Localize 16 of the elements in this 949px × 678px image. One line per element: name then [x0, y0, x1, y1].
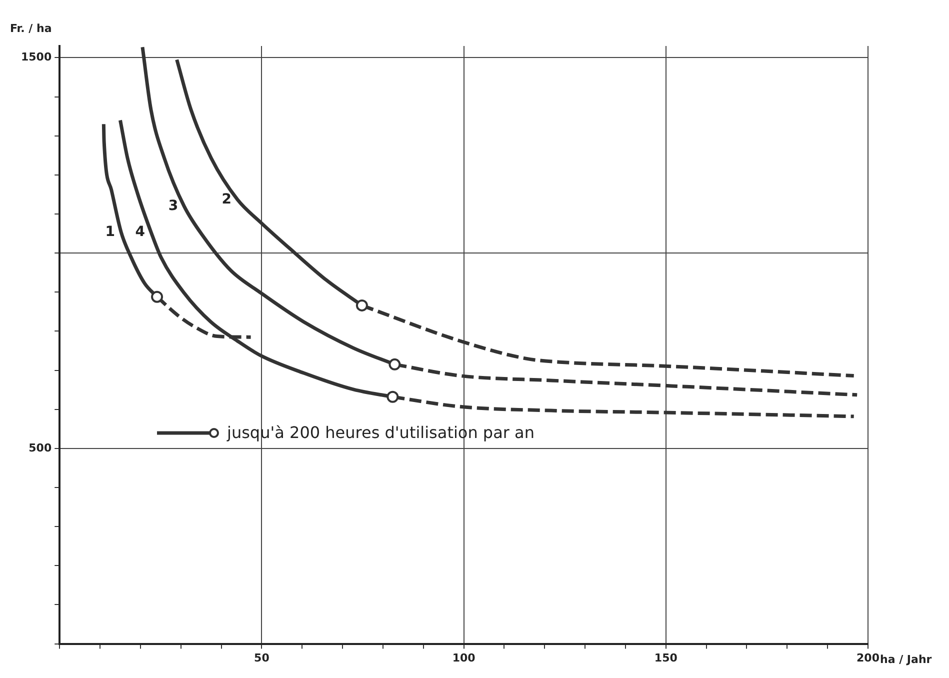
- y-tick-label: 500: [28, 441, 52, 454]
- point: [388, 358, 401, 370]
- point: [356, 299, 368, 312]
- series-label: 4: [135, 224, 146, 240]
- point: [151, 290, 164, 303]
- series-label: 1: [105, 224, 116, 240]
- x-tick-label: 100: [452, 651, 476, 664]
- x-tick-label: 50: [254, 651, 270, 664]
- x-tick-label: 150: [654, 651, 678, 664]
- point: [386, 390, 399, 403]
- series-label: 3: [168, 198, 178, 214]
- y-axis-title: Fr. / ha: [10, 22, 52, 35]
- x-tick-label: 200: [856, 651, 880, 664]
- y-tick-label: 1500: [20, 50, 52, 64]
- x-axis-title: ha / Jahr: [880, 652, 932, 666]
- series-label: 2: [222, 192, 232, 208]
